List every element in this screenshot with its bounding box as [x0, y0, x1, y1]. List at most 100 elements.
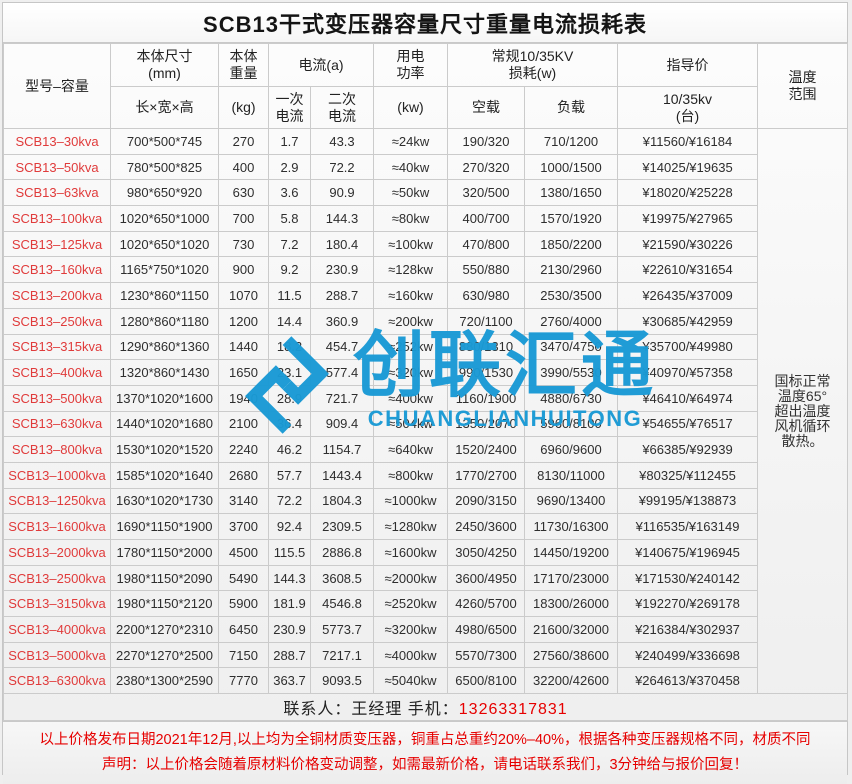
noload-loss-cell: 720/1100 — [447, 307, 525, 335]
table-row: SCB13–315kva 1290*860*1360 1440 18.2 454.7 ≈2… — [3, 333, 848, 361]
primary-current-cell: 144.3 — [268, 564, 311, 592]
contact-phone: 13263317831 — [458, 701, 568, 719]
price-cell: ¥35700/¥49980 — [617, 333, 758, 361]
header-weight: 本体 重量 — [218, 43, 269, 87]
noload-loss-cell: 400/700 — [447, 205, 525, 232]
primary-current-cell: 92.4 — [268, 513, 311, 540]
power-cell: ≈1000kw — [373, 487, 448, 515]
primary-current-cell: 288.7 — [268, 641, 311, 669]
price-cell: ¥171530/¥240142 — [617, 564, 758, 592]
load-loss-cell: 710/1200 — [524, 128, 618, 155]
secondary-current-cell: 72.2 — [310, 153, 374, 181]
size-cell: 2380*1300*2590 — [110, 667, 219, 695]
noload-loss-cell: 1520/2400 — [447, 436, 525, 463]
power-cell: ≈24kw — [373, 128, 448, 155]
header-price-unit: 10/35kv (台) — [617, 86, 758, 129]
price-cell: ¥140675/¥196945 — [617, 539, 758, 566]
primary-current-cell: 181.9 — [268, 590, 311, 618]
load-loss-cell: 2130/2960 — [524, 256, 618, 284]
noload-loss-cell: 1350/2070 — [447, 410, 525, 438]
size-cell: 1630*1020*1730 — [110, 487, 219, 515]
load-loss-cell: 1850/2200 — [524, 230, 618, 258]
header-noload-loss: 空载 — [447, 86, 525, 129]
size-cell: 1980*1150*2090 — [110, 564, 219, 592]
header-power-unit: (kw) — [373, 86, 448, 129]
model-cell: SCB13–2000kva — [3, 539, 111, 566]
load-loss-cell: 32200/42600 — [524, 667, 618, 695]
primary-current-cell: 2.9 — [268, 153, 311, 181]
price-cell: ¥26435/¥37009 — [617, 282, 758, 309]
price-cell: ¥19975/¥27965 — [617, 205, 758, 232]
model-cell: SCB13–250kva — [3, 307, 111, 335]
noload-loss-cell: 1160/1900 — [447, 384, 525, 412]
size-cell: 1585*1020*1640 — [110, 461, 219, 489]
noload-loss-cell: 4980/6500 — [447, 616, 525, 643]
secondary-current-cell: 454.7 — [310, 333, 374, 361]
noload-loss-cell: 470/800 — [447, 230, 525, 258]
noload-loss-cell: 3050/4250 — [447, 539, 525, 566]
price-cell: ¥240499/¥336698 — [617, 641, 758, 669]
weight-cell: 3700 — [218, 513, 269, 540]
power-cell: ≈40kw — [373, 153, 448, 181]
table-row: SCB13–250kva 1280*860*1180 1200 14.4 360.9 ≈2… — [3, 307, 848, 335]
weight-cell: 630 — [218, 179, 269, 207]
secondary-current-cell: 180.4 — [310, 230, 374, 258]
disclaimer-line-1: 以上价格发布日期2021年12月,以上均为全铜材质变压器，铜重占总重约20%–4… — [39, 732, 811, 749]
table-row: SCB13–1600kva 1690*1150*1900 3700 92.4 2309.… — [3, 513, 848, 540]
table-row: SCB13–100kva 1020*650*1000 700 5.8 144.3 ≈80k… — [3, 205, 848, 232]
noload-loss-cell: 4260/5700 — [447, 590, 525, 618]
load-loss-cell: 2760/4000 — [524, 307, 618, 335]
secondary-current-cell: 90.9 — [310, 179, 374, 207]
weight-cell: 1070 — [218, 282, 269, 309]
weight-cell: 1200 — [218, 307, 269, 335]
size-cell: 1290*860*1360 — [110, 333, 219, 361]
size-cell: 1320*860*1430 — [110, 359, 219, 386]
model-cell: SCB13–5000kva — [3, 641, 111, 669]
transformer-spec-table: 型号–容量 本体尺寸 (mm) 本体 重量 电流(a) 用电 功率 常规10/3… — [3, 43, 848, 722]
header-temp-range: 温度 范围 — [757, 43, 848, 129]
model-cell: SCB13–125kva — [3, 230, 111, 258]
table-row: SCB13–2000kva 1780*1150*2000 4500 115.5 2886… — [3, 539, 848, 566]
price-cell: ¥21590/¥30226 — [617, 230, 758, 258]
load-loss-cell: 5960/8100 — [524, 410, 618, 438]
load-loss-cell: 3990/5530 — [524, 359, 618, 386]
noload-loss-cell: 630/980 — [447, 282, 525, 309]
table-row: SCB13–63kva 980*650*920 630 3.6 90.9 ≈50kw 320… — [3, 179, 848, 207]
primary-current-cell: 3.6 — [268, 179, 311, 207]
header-loss-group: 常规10/35KV 损耗(w) — [447, 43, 618, 87]
weight-cell: 5900 — [218, 590, 269, 618]
table-row: SCB13–125kva 1020*650*1020 730 7.2 180.4 ≈100… — [3, 230, 848, 258]
disclaimer-line-2: 声明：以上价格会随着原材料价格变动调整，如需最新价格，请电话联系我们，3分钟给与… — [101, 757, 749, 774]
price-cell: ¥192270/¥269178 — [617, 590, 758, 618]
noload-loss-cell: 1770/2700 — [447, 461, 525, 489]
weight-cell: 1940 — [218, 384, 269, 412]
size-cell: 1440*1020*1680 — [110, 410, 219, 438]
model-cell: SCB13–1600kva — [3, 513, 111, 540]
power-cell: ≈504kw — [373, 410, 448, 438]
header-model: 型号–容量 — [3, 43, 111, 129]
noload-loss-cell: 2450/3600 — [447, 513, 525, 540]
weight-cell: 2680 — [218, 461, 269, 489]
power-cell: ≈400kw — [373, 384, 448, 412]
noload-loss-cell: 3600/4950 — [447, 564, 525, 592]
contact-cell: 联系人：王经理 手机：13263317831 — [3, 693, 848, 722]
price-cell: ¥99195/¥138873 — [617, 487, 758, 515]
secondary-current-cell: 288.7 — [310, 282, 374, 309]
header-weight-unit: (kg) — [218, 86, 269, 129]
model-cell: SCB13–3150kva — [3, 590, 111, 618]
temperature-note: 国标正常 温度65° 超出温度 风机循环 散热。 — [757, 127, 848, 695]
load-loss-cell: 14450/19200 — [524, 539, 618, 566]
model-cell: SCB13–160kva — [3, 256, 111, 284]
noload-loss-cell: 270/320 — [447, 153, 525, 181]
primary-current-cell: 11.5 — [268, 282, 311, 309]
model-cell: SCB13–1000kva — [3, 461, 111, 489]
power-cell: ≈252kw — [373, 333, 448, 361]
secondary-current-cell: 43.3 — [310, 128, 374, 155]
model-cell: SCB13–1250kva — [3, 487, 111, 515]
header-price: 指导价 — [617, 43, 758, 87]
load-loss-cell: 27560/38600 — [524, 641, 618, 669]
table-row: SCB13–800kva 1530*1020*1520 2240 46.2 1154.7… — [3, 436, 848, 463]
load-loss-cell: 3470/4750 — [524, 333, 618, 361]
load-loss-cell: 8130/11000 — [524, 461, 618, 489]
